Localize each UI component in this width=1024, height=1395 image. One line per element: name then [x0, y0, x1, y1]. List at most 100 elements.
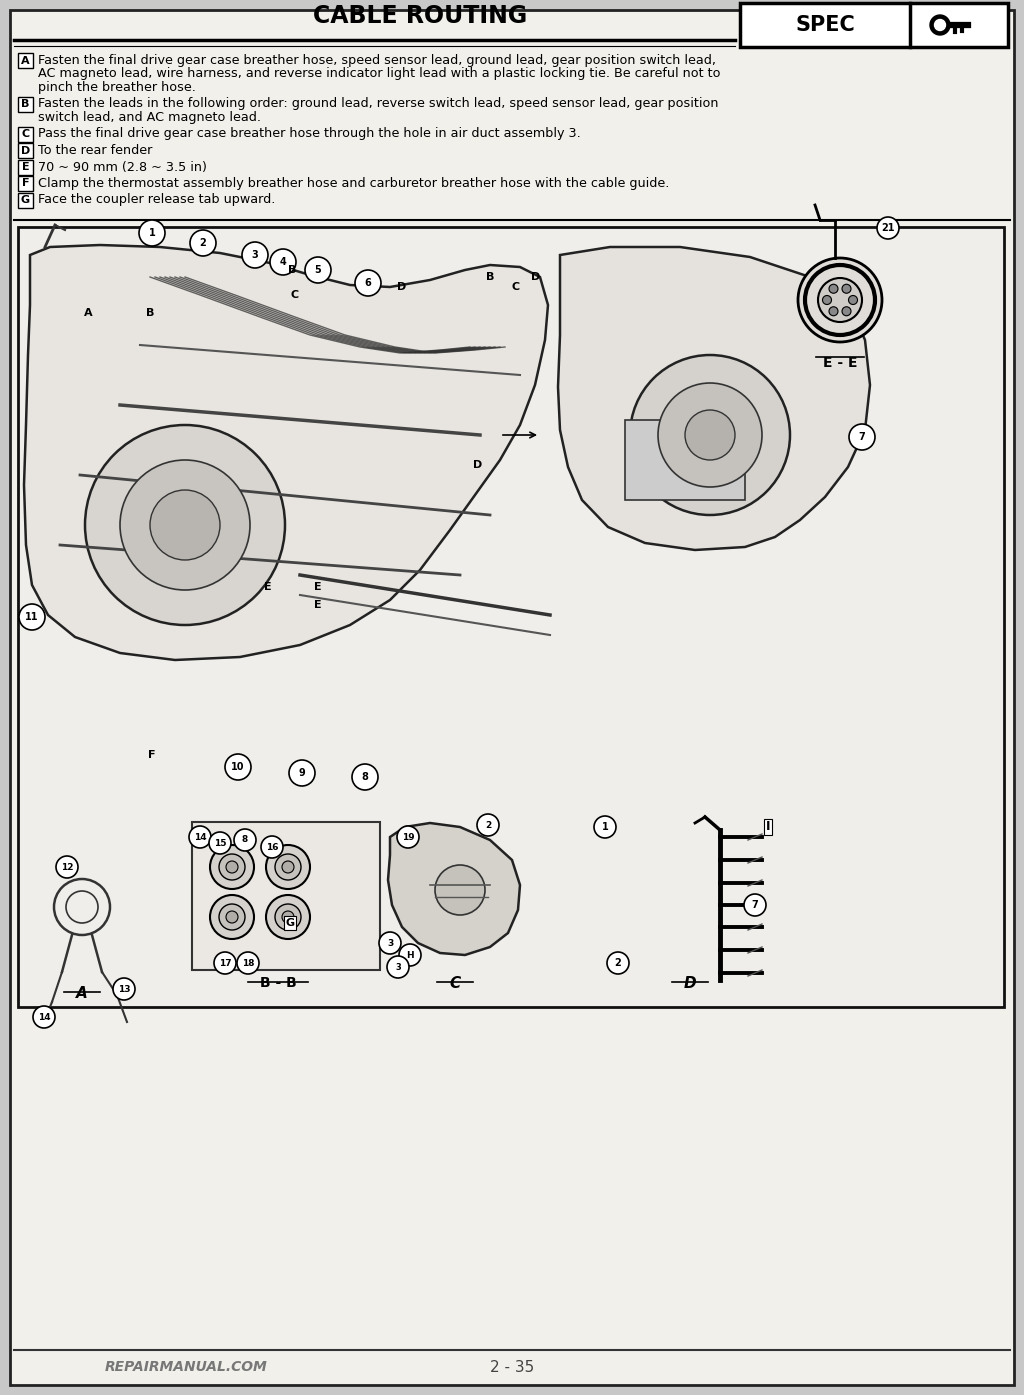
Text: Fasten the leads in the following order: ground lead, reverse switch lead, speed: Fasten the leads in the following order:… — [38, 98, 719, 110]
Circle shape — [849, 424, 874, 451]
Text: 1: 1 — [602, 822, 608, 831]
Text: 14: 14 — [38, 1013, 50, 1021]
Bar — [18, 227, 1004, 1007]
Text: 2: 2 — [485, 820, 492, 830]
Text: C: C — [291, 290, 299, 300]
Text: D: D — [684, 975, 696, 990]
Text: 70 ~ 90 mm (2.8 ~ 3.5 in): 70 ~ 90 mm (2.8 ~ 3.5 in) — [38, 160, 207, 173]
Circle shape — [822, 296, 831, 304]
Text: 2: 2 — [200, 239, 207, 248]
Text: C: C — [512, 282, 520, 292]
Circle shape — [85, 425, 285, 625]
Circle shape — [877, 218, 899, 239]
Circle shape — [189, 826, 211, 848]
Text: 3: 3 — [395, 963, 400, 971]
Polygon shape — [558, 247, 870, 550]
Text: 3: 3 — [252, 250, 258, 259]
Circle shape — [305, 257, 331, 283]
Text: I: I — [766, 820, 770, 833]
Circle shape — [744, 894, 766, 917]
Text: Face the coupler release tab upward.: Face the coupler release tab upward. — [38, 194, 275, 206]
Circle shape — [242, 241, 268, 268]
Text: E - E: E - E — [822, 356, 857, 370]
Circle shape — [289, 760, 315, 785]
Text: 19: 19 — [401, 833, 415, 841]
Text: A: A — [84, 308, 92, 318]
Text: 21: 21 — [882, 223, 895, 233]
Text: B - B: B - B — [260, 976, 296, 990]
Circle shape — [226, 861, 238, 873]
Circle shape — [266, 845, 310, 889]
Text: D: D — [397, 282, 407, 292]
Text: B: B — [288, 265, 296, 275]
Text: E: E — [314, 600, 322, 610]
Text: 10: 10 — [231, 762, 245, 771]
Circle shape — [234, 829, 256, 851]
Circle shape — [435, 865, 485, 915]
Circle shape — [397, 826, 419, 848]
Text: D: D — [473, 460, 482, 470]
Circle shape — [275, 854, 301, 880]
Circle shape — [842, 307, 851, 315]
Text: pinch the breather hose.: pinch the breather hose. — [38, 81, 196, 93]
Text: 9: 9 — [299, 769, 305, 778]
Circle shape — [849, 296, 857, 304]
Circle shape — [798, 258, 882, 342]
Circle shape — [607, 951, 629, 974]
Polygon shape — [388, 823, 520, 956]
Circle shape — [379, 932, 401, 954]
Text: 2 - 35: 2 - 35 — [489, 1360, 535, 1374]
Circle shape — [210, 845, 254, 889]
Polygon shape — [24, 246, 548, 660]
Text: D: D — [20, 145, 30, 155]
Text: F: F — [148, 751, 156, 760]
Circle shape — [842, 285, 851, 293]
Text: 7: 7 — [752, 900, 759, 910]
Text: A: A — [22, 56, 30, 66]
Circle shape — [113, 978, 135, 1000]
Circle shape — [355, 271, 381, 296]
Circle shape — [658, 384, 762, 487]
Text: 12: 12 — [60, 862, 74, 872]
Text: B: B — [485, 272, 495, 282]
Text: 8: 8 — [242, 836, 248, 844]
Text: 11: 11 — [26, 612, 39, 622]
Circle shape — [56, 857, 78, 877]
Circle shape — [829, 307, 838, 315]
Circle shape — [935, 20, 945, 31]
Text: 14: 14 — [194, 833, 206, 841]
Text: F: F — [22, 179, 30, 188]
Bar — [740, 3, 1008, 47]
Text: 6: 6 — [365, 278, 372, 287]
Circle shape — [270, 248, 296, 275]
Circle shape — [209, 831, 231, 854]
Text: switch lead, and AC magneto lead.: switch lead, and AC magneto lead. — [38, 112, 261, 124]
Circle shape — [275, 904, 301, 930]
Text: D: D — [531, 272, 541, 282]
Circle shape — [19, 604, 45, 631]
Bar — [18, 159, 33, 174]
Circle shape — [930, 15, 950, 35]
Circle shape — [282, 861, 294, 873]
Circle shape — [219, 854, 245, 880]
Circle shape — [214, 951, 236, 974]
Text: AC magneto lead, wire harness, and reverse indicator light lead with a plastic l: AC magneto lead, wire harness, and rever… — [38, 67, 721, 81]
Text: 17: 17 — [219, 958, 231, 968]
Circle shape — [120, 460, 250, 590]
Text: 13: 13 — [118, 985, 130, 993]
Text: C: C — [450, 975, 461, 990]
Circle shape — [818, 278, 862, 322]
Circle shape — [266, 896, 310, 939]
Text: 2: 2 — [614, 958, 622, 968]
Circle shape — [387, 956, 409, 978]
Bar — [625, 420, 745, 499]
Circle shape — [399, 944, 421, 965]
Bar — [18, 144, 33, 158]
Text: Clamp the thermostat assembly breather hose and carburetor breather hose with th: Clamp the thermostat assembly breather h… — [38, 177, 670, 190]
Text: SPEC: SPEC — [795, 15, 855, 35]
Text: 8: 8 — [361, 771, 369, 783]
Text: 1: 1 — [148, 227, 156, 239]
Circle shape — [352, 764, 378, 790]
Circle shape — [139, 220, 165, 246]
Text: E: E — [22, 162, 30, 172]
